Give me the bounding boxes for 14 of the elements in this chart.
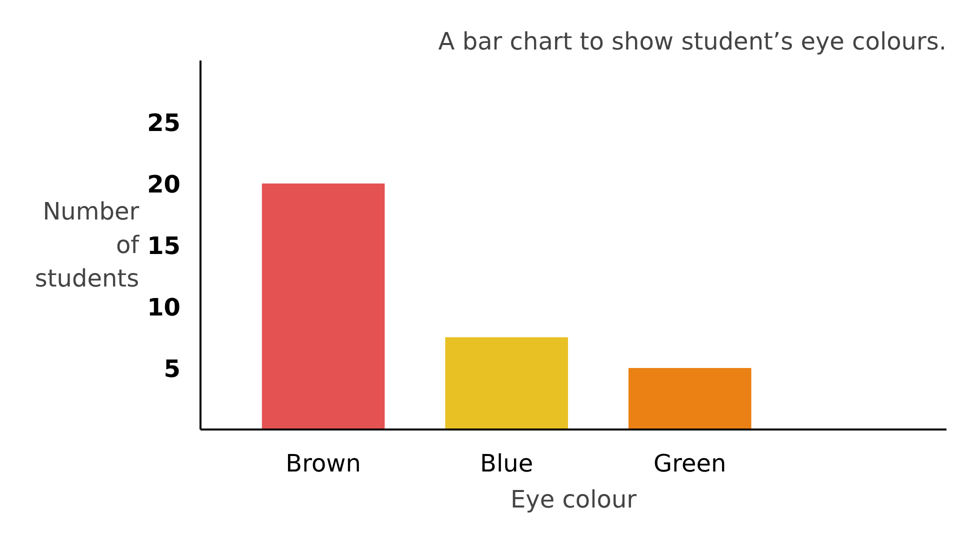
bar [628,368,752,430]
y-tick-label: 10 [147,294,181,322]
y-tick-label: 25 [147,109,181,137]
y-axis-title: Number of students [34,197,140,293]
y-tick-label: 15 [147,232,181,260]
y-tick-label: 20 [147,170,181,198]
y-tick-label: 5 [164,355,181,383]
bar [262,184,385,430]
bar [445,337,568,430]
x-tick-label: Blue [480,450,534,478]
x-tick-label: Green [654,450,726,478]
x-tick-label: Brown [286,450,361,478]
x-axis-title: Eye colour [510,486,637,514]
chart-title: A bar chart to show student’s eye colours. [438,28,947,56]
